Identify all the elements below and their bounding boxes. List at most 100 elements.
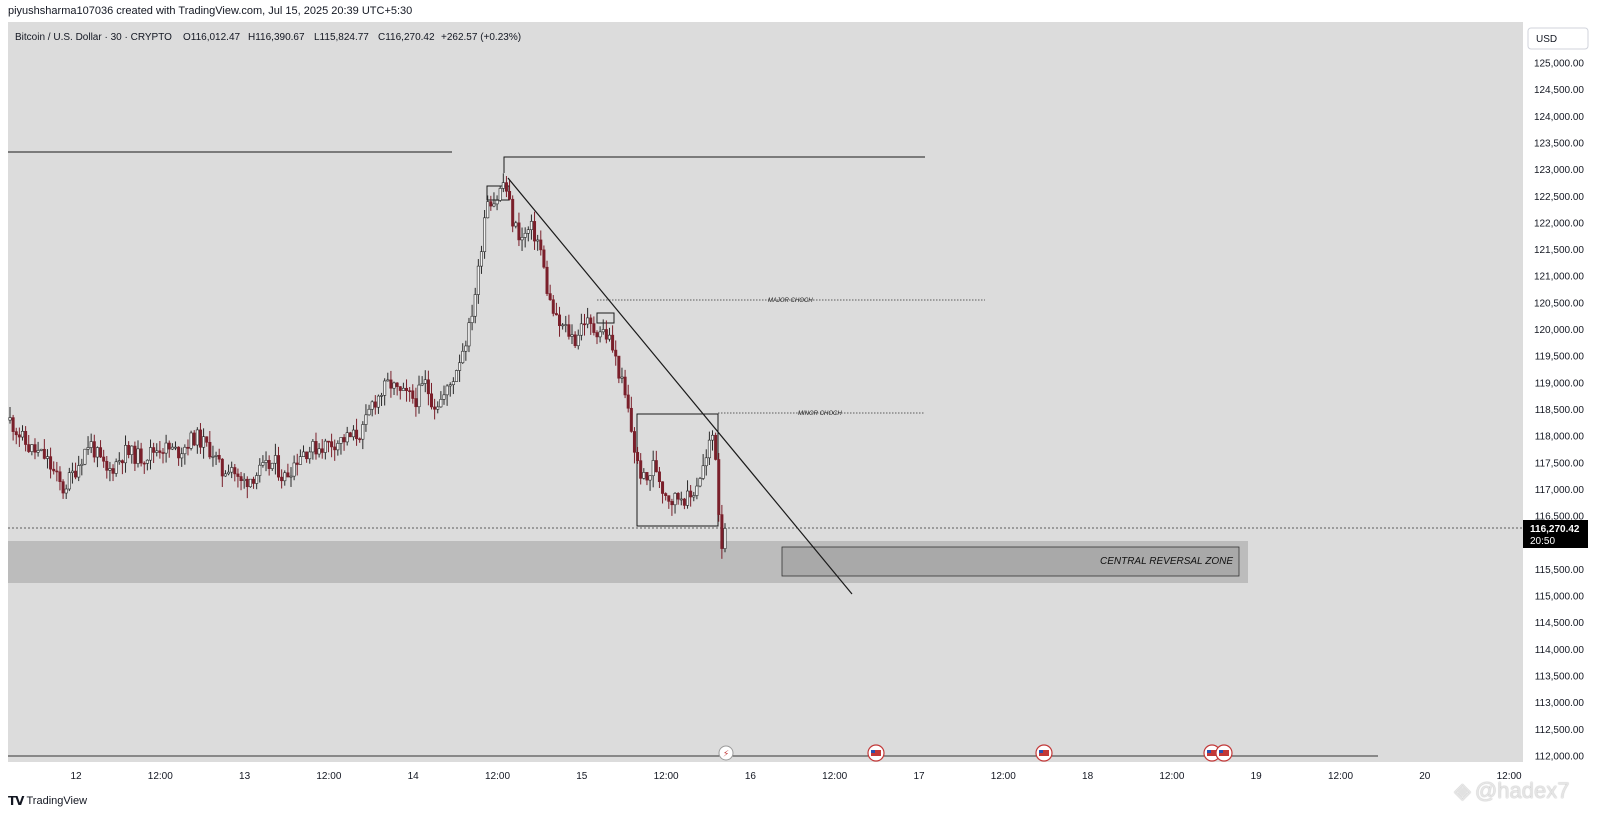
y-tick-label: 119,500.00 <box>1535 352 1585 363</box>
candle-body <box>158 450 162 453</box>
candle-body <box>230 467 234 473</box>
current-price-badge-value: 116,270.42 <box>1530 524 1580 535</box>
candle-body <box>479 251 483 267</box>
candle-body <box>720 514 724 549</box>
candle-body <box>657 471 661 483</box>
candle-body <box>227 471 231 475</box>
candle-body <box>380 395 384 397</box>
candle-body <box>408 390 412 392</box>
candle-body <box>317 448 321 455</box>
candle-body <box>564 324 568 326</box>
candle-body <box>164 442 168 454</box>
y-tick-label: 120,000.00 <box>1534 325 1584 336</box>
x-tick-label: 18 <box>1082 771 1094 782</box>
author-credit: piyushsharma107036 created with TradingV… <box>8 5 413 17</box>
y-tick-label: 115,500.00 <box>1535 565 1585 576</box>
candle-body <box>620 376 624 379</box>
svg-text:⚡: ⚡ <box>723 750 729 760</box>
current-price-badge: 116,270.42 20:50 <box>1523 520 1588 548</box>
candle-body <box>642 472 646 479</box>
us-flag-event-icon[interactable] <box>1203 744 1221 762</box>
candle-body <box>202 436 206 448</box>
candle-body <box>39 448 43 451</box>
current-price-badge-countdown: 20:50 <box>1530 536 1555 547</box>
y-tick-label: 124,000.00 <box>1534 112 1584 123</box>
us-flag-event-icon[interactable] <box>1215 744 1233 762</box>
y-tick-label: 124,500.00 <box>1534 85 1584 96</box>
x-tick-label: 14 <box>408 771 420 782</box>
candle-body <box>280 476 284 482</box>
candle-body <box>183 446 187 455</box>
candle-body <box>533 221 537 242</box>
candle-body <box>464 345 468 352</box>
tradingview-footer[interactable]: 𝗧𝗩 TradingView <box>8 794 87 808</box>
candle-body <box>548 293 552 301</box>
candle-body <box>520 237 524 241</box>
candle-body <box>386 379 390 382</box>
candle-body <box>189 432 193 449</box>
y-tick-label: 112,000.00 <box>1535 752 1585 763</box>
candle-body <box>473 294 477 317</box>
candle-body <box>467 322 471 347</box>
candle-body <box>689 490 693 498</box>
candle-body <box>433 406 437 410</box>
candle-body <box>670 501 674 506</box>
x-tick-label: 12:00 <box>991 771 1016 782</box>
candle-body <box>376 395 380 408</box>
candle-body <box>586 317 590 325</box>
currency-button-label: USD <box>1536 34 1557 45</box>
candle-body <box>111 468 115 474</box>
candle-body <box>195 429 199 446</box>
candle-body <box>301 451 305 457</box>
candle-body <box>36 450 40 453</box>
candle-body <box>223 473 227 477</box>
time-axis[interactable]: 12 12:00 13 12:00 14 12:00 15 12:00 16 12:00 17 12:… <box>70 771 1522 782</box>
candle-body <box>55 470 59 473</box>
candle-body <box>529 221 533 231</box>
candle-body <box>414 398 418 408</box>
resistance-level-right[interactable] <box>503 156 925 173</box>
price-axis[interactable]: 125,000.00 124,500.00 124,000.00 123,500.00… <box>1534 59 1584 763</box>
candle-body <box>536 239 540 242</box>
us-flag-event-icon[interactable] <box>1035 744 1053 762</box>
currency-button[interactable]: USD <box>1527 27 1589 50</box>
flag-event-icon[interactable]: ⚡ <box>718 745 734 761</box>
candle-body <box>252 478 256 484</box>
candle-body <box>454 370 458 382</box>
candle-body <box>292 462 296 477</box>
candle-body <box>604 329 608 340</box>
candle-body <box>348 432 352 438</box>
candle-body <box>383 380 387 396</box>
candle-body <box>442 394 446 400</box>
reversal-zone-box[interactable] <box>781 546 1240 577</box>
candle-body <box>102 456 106 462</box>
candle-body <box>711 434 715 441</box>
candle-body <box>542 249 546 268</box>
candle-body <box>667 495 671 502</box>
candle-body <box>298 456 302 465</box>
us-flag-event-icon[interactable] <box>867 744 885 762</box>
y-tick-label: 119,000.00 <box>1535 378 1585 389</box>
candle-body <box>554 313 558 316</box>
candle-body <box>676 493 680 500</box>
candle-body <box>483 217 487 252</box>
candle-body <box>636 452 640 461</box>
candle-body <box>264 460 268 463</box>
candle-body <box>645 472 649 481</box>
y-tick-label: 121,500.00 <box>1534 245 1584 256</box>
y-tick-label: 114,000.00 <box>1535 645 1585 656</box>
candle-body <box>405 387 409 391</box>
candle-body <box>323 440 327 453</box>
candle-body <box>117 460 121 463</box>
y-tick-label: 114,500.00 <box>1535 618 1585 629</box>
candle-body <box>561 324 565 327</box>
candle-body <box>136 448 140 464</box>
legend-open: O116,012.47 <box>183 32 241 43</box>
downtrend-line[interactable] <box>507 177 853 595</box>
candle-body <box>398 386 402 391</box>
structure-box-small[interactable] <box>596 312 615 324</box>
candle-body <box>551 299 555 314</box>
candle-body <box>451 381 455 386</box>
